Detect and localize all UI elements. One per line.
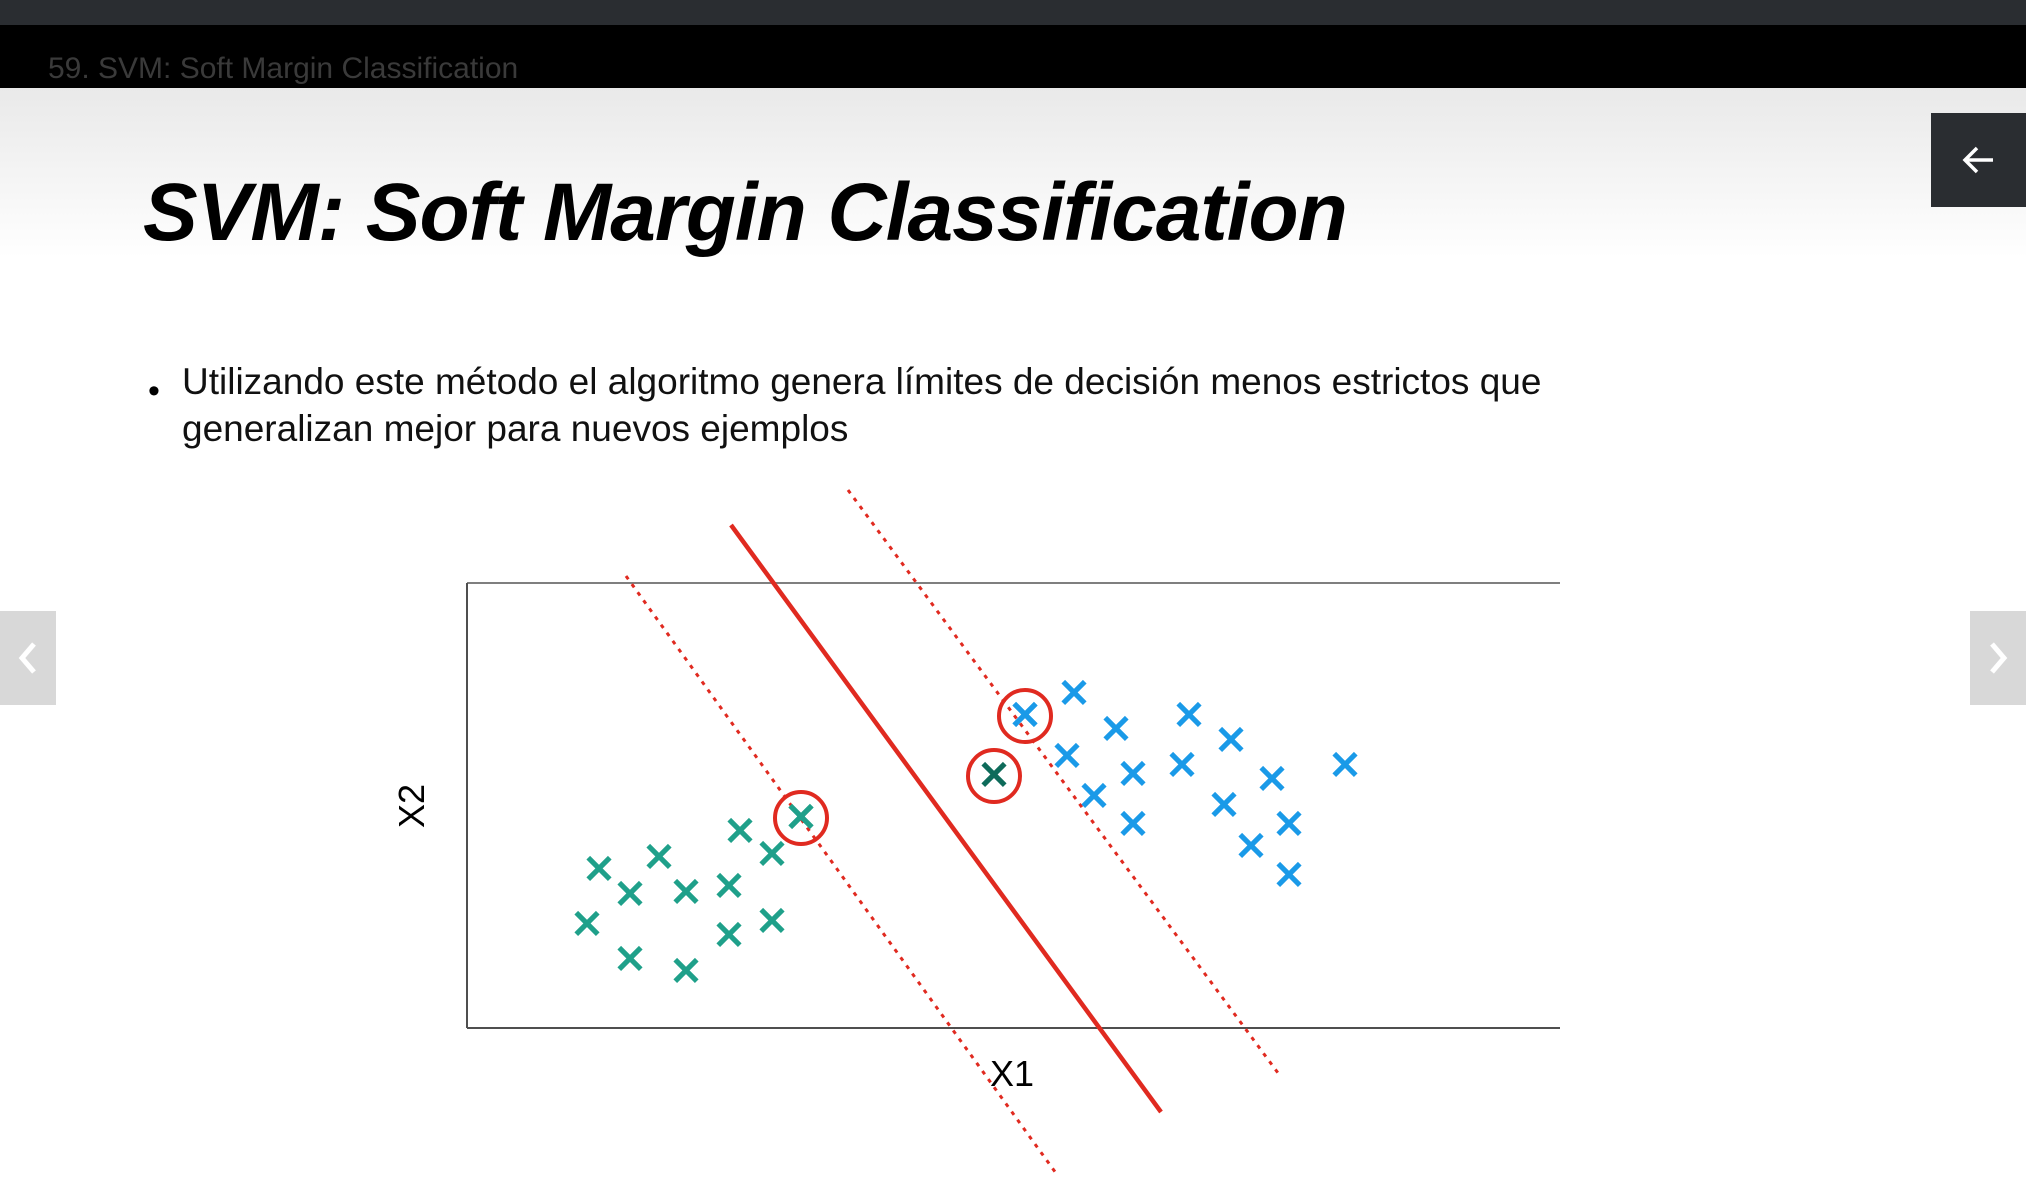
class-a-point: ✕ bbox=[712, 914, 746, 958]
y-axis-label: X2 bbox=[391, 784, 432, 828]
class-a-point: ✕ bbox=[669, 871, 703, 915]
class-b-point: ✕ bbox=[1214, 719, 1248, 763]
class-a-point: ✕ bbox=[570, 903, 604, 947]
class-a-points: ✕ ✕ ✕ ✕ ✕ ✕ ✕ ✕ ✕ ✕ ✕ ✕ ✕ bbox=[570, 796, 818, 994]
class-b-point: ✕ bbox=[1057, 672, 1091, 716]
class-a-point: ✕ bbox=[613, 873, 647, 917]
plot-frame bbox=[466, 582, 1560, 1029]
support-vectors: ✕ ✕ ✕ bbox=[773, 688, 1053, 846]
class-b-point: ✕ bbox=[1050, 735, 1084, 779]
class-b-point: ✕ bbox=[1099, 708, 1133, 752]
class-b-point: ✕ bbox=[1172, 694, 1206, 738]
support-vector-point: ✕ bbox=[1008, 694, 1042, 738]
class-a-point: ✕ bbox=[613, 938, 647, 982]
margin-line-upper bbox=[846, 489, 1280, 1074]
support-vector-point: ✕ bbox=[784, 796, 818, 840]
class-b-point: ✕ bbox=[1077, 775, 1111, 819]
lecture-title-bar bbox=[0, 25, 2026, 88]
next-slide-button[interactable] bbox=[1970, 611, 2026, 705]
class-b-point: ✕ bbox=[1272, 854, 1306, 898]
class-a-point: ✕ bbox=[669, 950, 703, 994]
previous-slide-button[interactable] bbox=[0, 611, 56, 705]
class-a-point: ✕ bbox=[723, 810, 757, 854]
support-vector-circle bbox=[773, 790, 829, 846]
class-b-point: ✕ bbox=[1234, 825, 1268, 869]
margin-line-lower bbox=[624, 575, 1060, 1177]
class-a-point: ✕ bbox=[784, 796, 818, 840]
class-b-point: ✕ bbox=[1272, 803, 1306, 847]
arrow-left-icon bbox=[1962, 146, 1993, 174]
x-axis-label: X1 bbox=[990, 1053, 1034, 1094]
class-a-point: ✕ bbox=[755, 833, 789, 877]
class-a-point: ✕ bbox=[642, 836, 676, 880]
bullet-text: Utilizando este método el algoritmo gene… bbox=[182, 361, 1542, 449]
chevron-right-icon bbox=[1990, 642, 2008, 674]
support-vector-circle bbox=[997, 688, 1053, 744]
lecture-title: 59. SVM: Soft Margin Classification bbox=[48, 52, 519, 85]
class-b-point: ✕ bbox=[1116, 753, 1150, 797]
class-b-point: ✕ bbox=[1165, 744, 1199, 788]
class-b-point: ✕ bbox=[1207, 784, 1241, 828]
top-bar bbox=[0, 0, 2026, 25]
class-a-point: ✕ bbox=[582, 848, 616, 892]
class-a-point: ✕ bbox=[755, 900, 789, 944]
class-a-point: ✕ bbox=[712, 865, 746, 909]
slide-title: SVM: Soft Margin Classification bbox=[143, 167, 1348, 258]
slide-header-fade bbox=[0, 88, 2026, 258]
class-b-point: ✕ bbox=[1328, 744, 1362, 788]
back-button[interactable] bbox=[1931, 113, 2026, 207]
chevron-left-icon bbox=[18, 642, 36, 674]
class-b-point: ✕ bbox=[1116, 803, 1150, 847]
bullet-marker: • bbox=[148, 372, 160, 410]
class-b-points: ✕ ✕ ✕ ✕ ✕ ✕ ✕ ✕ ✕ ✕ ✕ ✕ ✕ ✕ ✕ ✕ bbox=[1008, 672, 1362, 898]
decision-boundary bbox=[729, 523, 1163, 1114]
misclassified-point: ✕ bbox=[977, 754, 1011, 798]
class-b-point: ✕ bbox=[1008, 694, 1042, 738]
class-b-point: ✕ bbox=[1255, 758, 1289, 802]
misclassified-circle bbox=[966, 748, 1022, 804]
